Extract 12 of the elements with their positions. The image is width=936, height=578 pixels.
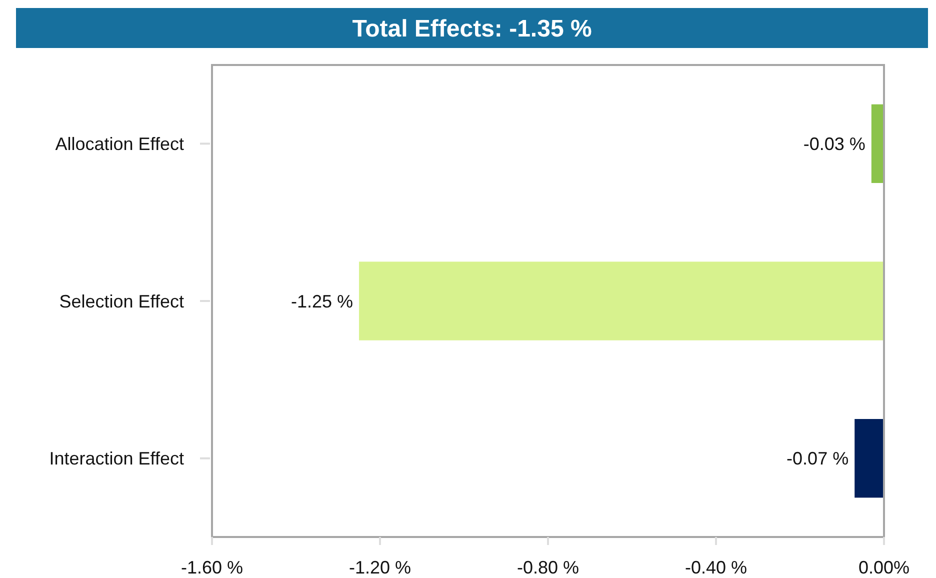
- data-label: -1.25 %: [290, 291, 353, 312]
- data-label: -0.07 %: [786, 448, 849, 469]
- x-tick-label: -1.20 %: [348, 557, 412, 578]
- data-label: -0.03 %: [803, 134, 866, 154]
- y-tick-label: Selection Effect: [59, 291, 184, 312]
- x-tick-label: -1.60 %: [180, 557, 244, 578]
- y-tick-label: Interaction Effect: [49, 448, 184, 469]
- x-tick-label: 0.00%: [858, 557, 910, 578]
- y-tick-label: Allocation Effect: [55, 134, 184, 154]
- x-tick-label: -0.80 %: [516, 557, 580, 578]
- x-tick-label: -0.40 %: [684, 557, 748, 578]
- chart-title: Total Effects: -1.35 %: [352, 15, 592, 42]
